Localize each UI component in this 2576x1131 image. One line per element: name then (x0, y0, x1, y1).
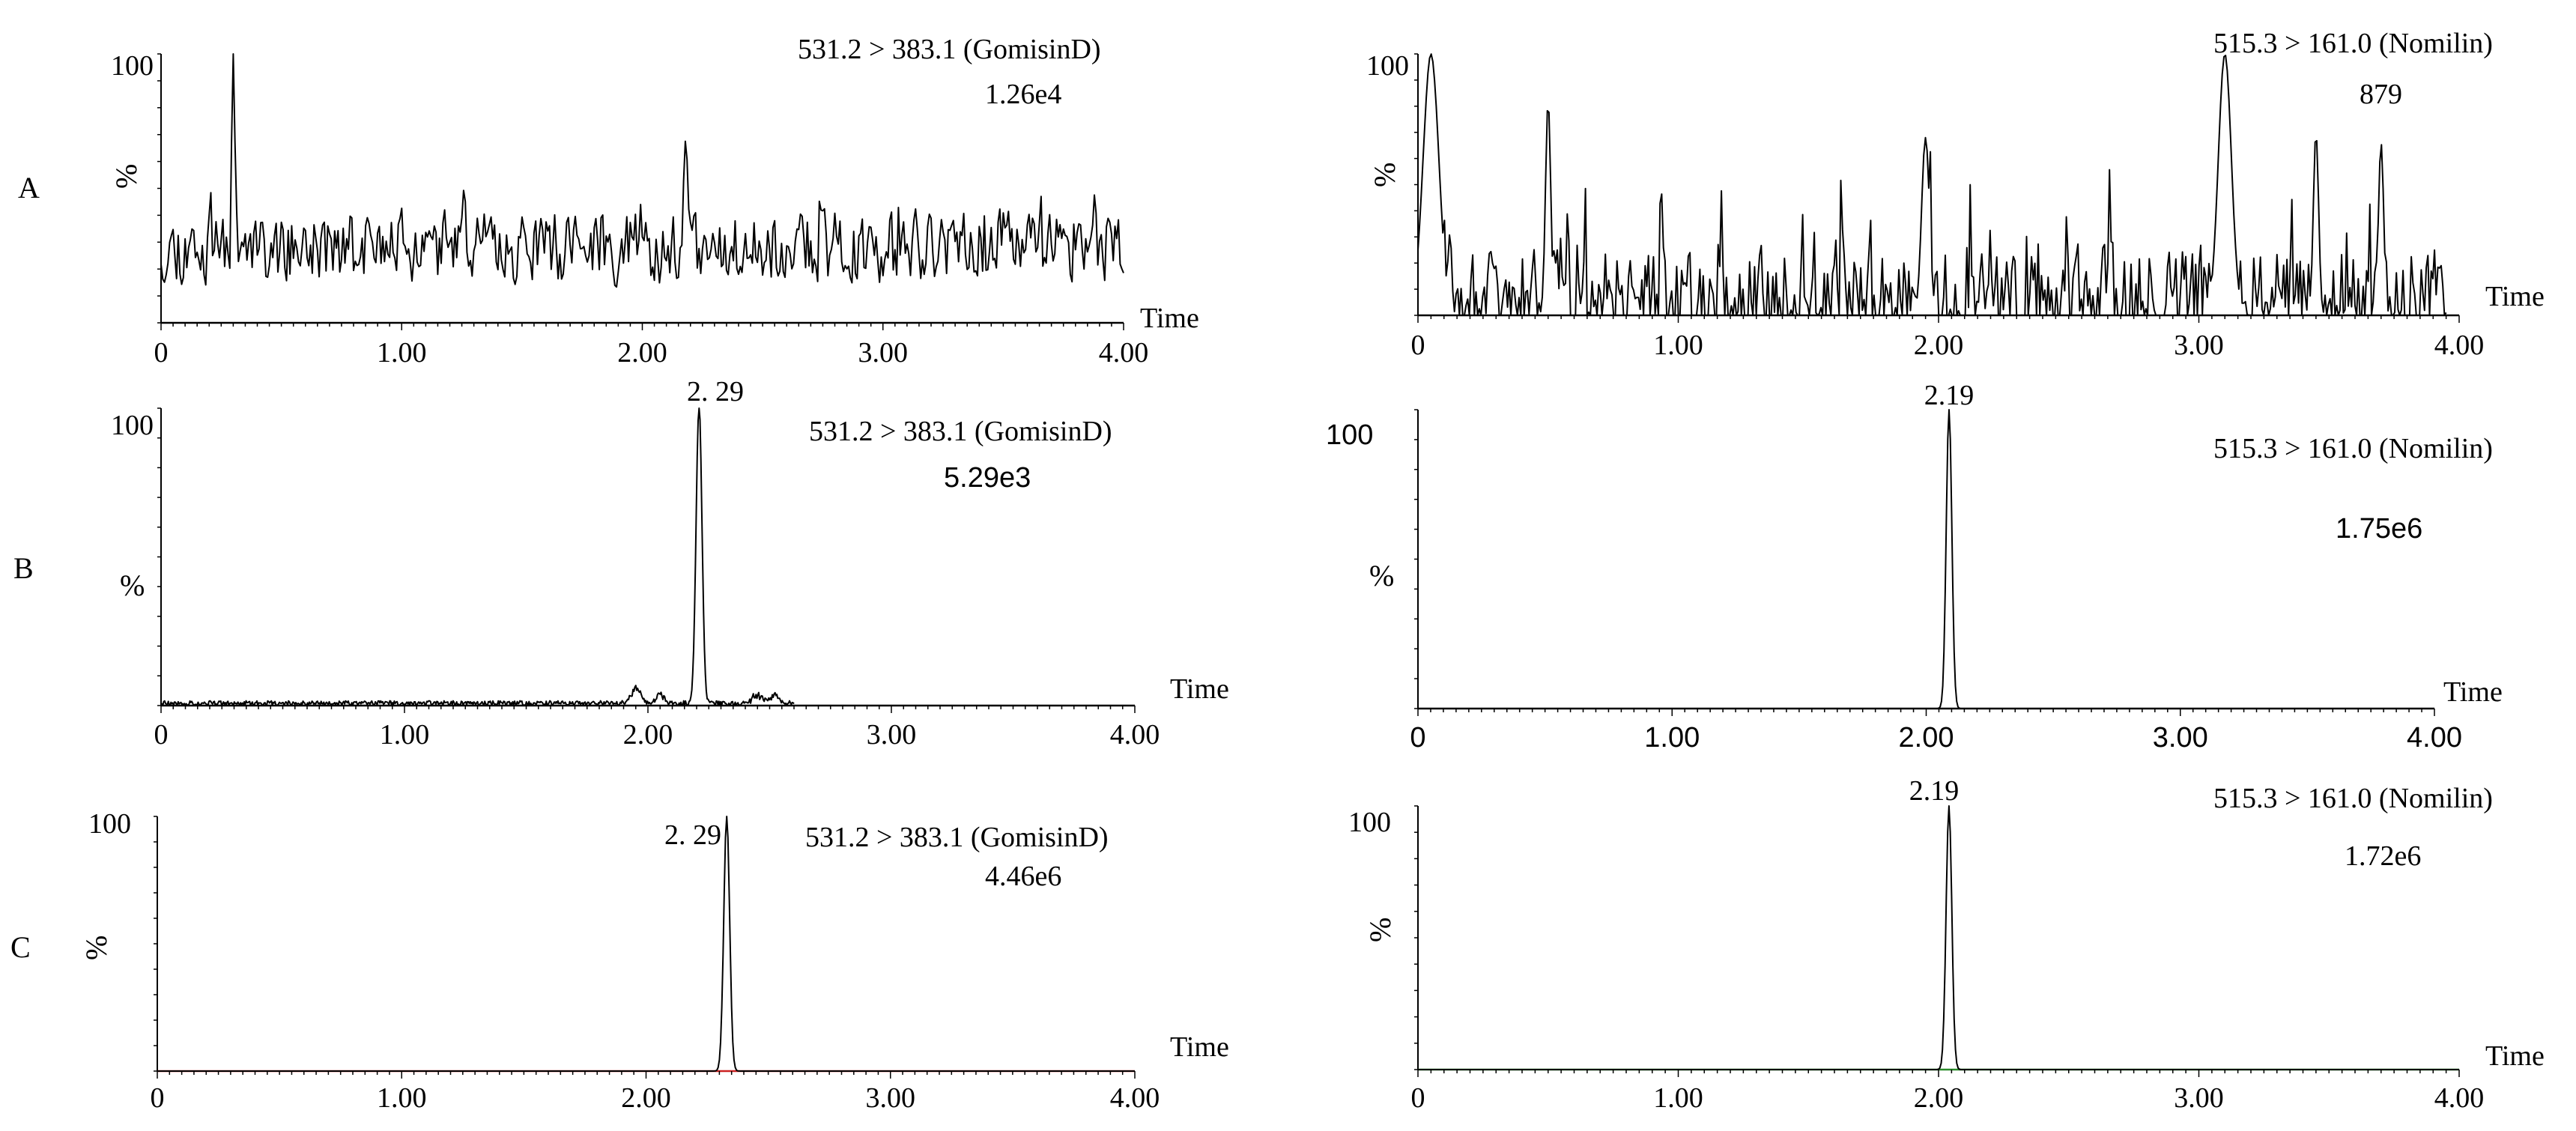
x-tick-label: 4.00 (1110, 1082, 1160, 1114)
x-tick-label: 0 (151, 1082, 165, 1114)
row-label-a: A (18, 171, 40, 204)
mrm-transition-label: 515.3 > 161.0 (Nomilin) (2213, 28, 2493, 59)
chromatogram-panels: 0 1.00 2.00 3.00 4.00 100% Time 531.2 > 383.1 (… (79, 28, 2545, 1114)
chromatogram-trace (1418, 805, 2459, 1070)
x-tick-label: 3.00 (858, 337, 909, 369)
peak-retention-time-label: 2.19 (1909, 775, 1960, 807)
mrm-transition-label: 515.3 > 161.0 (Nomilin) (2213, 433, 2493, 464)
y-axis-label: % (1369, 559, 1394, 592)
chromatogram-b-right: 0 1.00 2.00 3.00 4.00 100% Time 515.3 > 161.0 (… (1326, 380, 2503, 754)
chromatogram-c-left: 0 1.00 2.00 3.00 4.00 100% Time 531.2 > 383.1 (… (79, 808, 1229, 1114)
x-tick-label: 2.00 (617, 337, 667, 369)
x-tick-label: 1.00 (377, 1082, 427, 1114)
y-axis-label: % (1363, 918, 1397, 942)
x-tick-label: 4.00 (1099, 337, 1149, 369)
x-tick-label: 4.00 (2434, 330, 2485, 361)
x-tick-label: 1.00 (377, 337, 427, 369)
intensity-label: 879 (2360, 79, 2402, 110)
chromatogram-trace (157, 816, 1135, 1072)
x-tick-label: 4.00 (2407, 722, 2462, 754)
x-tick-label: 0 (1411, 1082, 1425, 1114)
y-max-label: 100 (1348, 807, 1391, 838)
x-tick-label: 1.00 (1653, 1082, 1703, 1114)
chromatogram-a-right: 0 1.00 2.00 3.00 4.00 100% Time 515.3 > 161.0 (… (1366, 28, 2545, 361)
x-tick-label: 1.00 (1644, 722, 1700, 754)
intensity-label: 5.29e3 (944, 462, 1031, 494)
x-tick-label: 2.00 (1914, 1082, 1964, 1114)
x-axis-label: Time (2485, 1040, 2545, 1072)
intensity-label: 4.46e6 (985, 861, 1061, 892)
peak-retention-time-label: 2.19 (1924, 380, 1975, 411)
chromatogram-a-left: 0 1.00 2.00 3.00 4.00 100% Time 531.2 > 383.1 (… (109, 34, 1199, 369)
intensity-label: 1.75e6 (2336, 513, 2422, 545)
chromatogram-trace (160, 53, 1124, 288)
chromatogram-trace (1417, 53, 2447, 316)
mrm-transition-label: 531.2 > 383.1 (GomisinD) (805, 822, 1109, 853)
y-max-label: 100 (88, 808, 131, 840)
x-tick-label: 0 (154, 337, 169, 369)
chromatogram-trace (1418, 409, 2434, 709)
x-tick-label: 0 (1410, 722, 1425, 754)
y-axis-label: % (79, 936, 113, 960)
y-axis-label: % (1368, 163, 1401, 187)
y-axis-label: % (120, 568, 145, 602)
x-axis-label: Time (1140, 303, 1199, 334)
x-tick-label: 1.00 (1653, 330, 1703, 361)
x-tick-label: 4.00 (2434, 1082, 2485, 1114)
mrm-transition-label: 531.2 > 383.1 (GomisinD) (809, 416, 1112, 447)
chromatogram-trace (160, 407, 795, 706)
row-label-b: B (13, 551, 34, 585)
x-tick-label: 3.00 (2174, 1082, 2224, 1114)
x-axis-label: Time (2443, 676, 2503, 708)
x-tick-label: 0 (154, 719, 169, 751)
peak-retention-time-label: 2. 29 (664, 819, 721, 851)
mrm-transition-label: 531.2 > 383.1 (GomisinD) (798, 34, 1101, 65)
row-label-c: C (10, 930, 31, 964)
intensity-label: 1.26e4 (985, 79, 1061, 110)
y-axis-label: % (109, 164, 143, 189)
y-max-label: 100 (111, 50, 154, 82)
y-max-label: 100 (1366, 50, 1409, 82)
y-max-label: 100 (111, 410, 154, 441)
y-max-label: 100 (1326, 419, 1373, 451)
chromatogram-b-left: 0 1.00 2.00 3.00 4.00 100% Time 531.2 > 383.1 (… (111, 376, 1229, 751)
x-tick-label: 2.00 (623, 719, 673, 751)
x-tick-label: 3.00 (866, 1082, 916, 1114)
x-tick-label: 2.00 (1914, 330, 1964, 361)
x-axis-label: Time (1170, 673, 1229, 705)
x-tick-label: 3.00 (867, 719, 917, 751)
peak-retention-time-label: 2. 29 (687, 376, 744, 407)
x-tick-label: 2.00 (621, 1082, 671, 1114)
chromatogram-c-right: 0 1.00 2.00 3.00 4.00 100% Time 515.3 > 161.0 (… (1348, 775, 2545, 1114)
x-tick-label: 4.00 (1110, 719, 1160, 751)
mrm-transition-label: 515.3 > 161.0 (Nomilin) (2213, 783, 2493, 814)
x-tick-label: 0 (1411, 330, 1425, 361)
x-axis-label: Time (2485, 281, 2545, 312)
x-tick-label: 2.00 (1899, 722, 1954, 754)
x-tick-label: 3.00 (2153, 722, 2208, 754)
intensity-label: 1.72e6 (2345, 840, 2421, 872)
x-tick-label: 1.00 (380, 719, 430, 751)
x-tick-label: 3.00 (2174, 330, 2224, 361)
x-axis-label: Time (1170, 1031, 1229, 1063)
